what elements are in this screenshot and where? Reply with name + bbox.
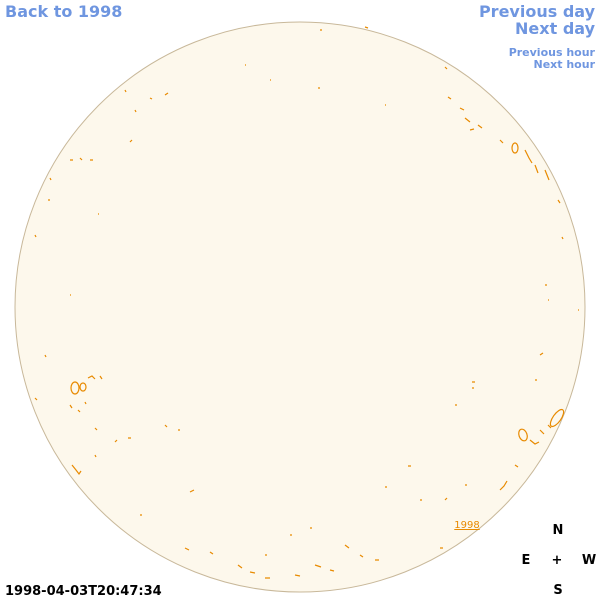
contour <box>518 428 528 442</box>
compass-west: W <box>582 553 596 568</box>
contour <box>385 465 467 549</box>
contour <box>245 26 448 106</box>
contour <box>511 142 519 154</box>
contour <box>184 544 379 561</box>
compass-north: N <box>553 523 564 538</box>
contour <box>124 89 169 143</box>
previous-hour-link[interactable]: Previous hour <box>509 46 596 59</box>
contour <box>499 464 519 491</box>
contour <box>87 375 103 380</box>
contour <box>549 408 565 428</box>
timestamp: 1998-04-03T20:47:34 <box>5 584 162 599</box>
compass-center: + <box>552 553 563 568</box>
contour <box>529 424 552 445</box>
contour <box>447 96 465 111</box>
next-day-link[interactable]: Next day <box>515 19 596 38</box>
contour <box>34 213 99 401</box>
previous-day-link[interactable]: Previous day <box>479 2 596 21</box>
contour <box>71 464 82 476</box>
compass-south: S <box>553 583 562 598</box>
contour <box>455 352 544 406</box>
contour <box>237 564 335 579</box>
contour <box>464 117 504 144</box>
back-link[interactable]: Back to 1998 <box>5 2 122 21</box>
compass-east: E <box>522 553 531 568</box>
contour <box>545 199 579 311</box>
contour <box>140 424 312 556</box>
solar-disk <box>14 21 586 593</box>
contours <box>34 26 579 579</box>
contour <box>70 381 80 395</box>
contour <box>48 157 93 201</box>
contour <box>79 382 87 392</box>
contour <box>524 149 550 181</box>
next-hour-link[interactable]: Next hour <box>534 58 596 71</box>
contour <box>69 401 87 413</box>
contour <box>94 427 195 493</box>
disk-year-link[interactable]: 1998 <box>454 520 479 531</box>
